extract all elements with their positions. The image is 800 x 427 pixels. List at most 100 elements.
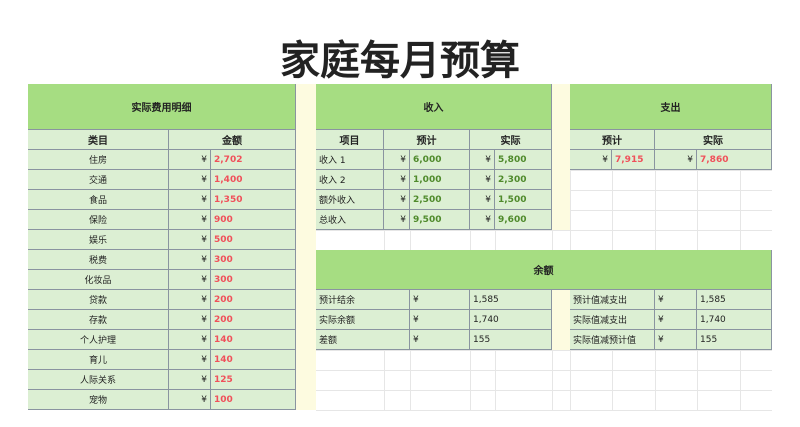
currency-cell[interactable]: ¥ (410, 330, 470, 350)
category-cell[interactable]: 保险 (28, 210, 169, 230)
category-cell[interactable]: 税费 (28, 250, 169, 270)
balance-label-cell[interactable]: 实际值减支出 (570, 310, 655, 330)
expense-estimated-cell[interactable]: 7,915 (612, 150, 655, 170)
currency-cell[interactable]: ¥ (169, 350, 211, 370)
amount-cell[interactable]: 500 (211, 230, 296, 250)
currency-cell[interactable]: ¥ (169, 230, 211, 250)
amount-cell[interactable]: 1,400 (211, 170, 296, 190)
amount-cell[interactable]: 200 (211, 290, 296, 310)
category-cell[interactable]: 宠物 (28, 390, 169, 410)
category-cell[interactable]: 化妆品 (28, 270, 169, 290)
currency-cell[interactable]: ¥ (169, 270, 211, 290)
balance-label-cell[interactable]: 预计值减支出 (570, 290, 655, 310)
balance-value-cell[interactable]: 1,740 (697, 310, 772, 330)
amount-cell[interactable]: 900 (211, 210, 296, 230)
currency-cell[interactable]: ¥ (655, 330, 697, 350)
balance-value-cell[interactable]: 1,740 (470, 310, 552, 330)
currency-cell[interactable]: ¥ (470, 210, 495, 230)
col-header-amount[interactable]: 金额 (169, 130, 296, 150)
amount-cell[interactable]: 2,702 (211, 150, 296, 170)
gridline (316, 230, 772, 231)
income-actual-cell[interactable]: 1,500 (495, 190, 552, 210)
balance-value-cell[interactable]: 1,585 (697, 290, 772, 310)
category-cell[interactable]: 育儿 (28, 350, 169, 370)
spacer-column (552, 290, 570, 350)
amount-cell[interactable]: 300 (211, 270, 296, 290)
income-estimated-cell[interactable]: 6,000 (410, 150, 470, 170)
income-estimated-cell[interactable]: 1,000 (410, 170, 470, 190)
currency-cell[interactable]: ¥ (384, 170, 410, 190)
income-actual-cell[interactable]: 9,600 (495, 210, 552, 230)
col-header-actual[interactable]: 实际 (470, 130, 552, 150)
category-cell[interactable]: 娱乐 (28, 230, 169, 250)
balance-value-cell[interactable]: 1,585 (470, 290, 552, 310)
expense-header[interactable]: 支出 (570, 84, 772, 130)
category-cell[interactable]: 存款 (28, 310, 169, 330)
currency-cell[interactable]: ¥ (655, 150, 697, 170)
category-cell[interactable]: 食品 (28, 190, 169, 210)
currency-cell[interactable]: ¥ (169, 250, 211, 270)
currency-cell[interactable]: ¥ (655, 310, 697, 330)
spacer-column (296, 84, 316, 410)
currency-cell[interactable]: ¥ (655, 290, 697, 310)
currency-cell[interactable]: ¥ (169, 170, 211, 190)
category-cell[interactable]: 住房 (28, 150, 169, 170)
amount-cell[interactable]: 100 (211, 390, 296, 410)
currency-cell[interactable]: ¥ (470, 190, 495, 210)
income-estimated-cell[interactable]: 2,500 (410, 190, 470, 210)
gridline (316, 350, 772, 351)
currency-cell[interactable]: ¥ (169, 310, 211, 330)
gridline (316, 390, 772, 391)
currency-cell[interactable]: ¥ (470, 170, 495, 190)
balance-label-cell[interactable]: 差额 (316, 330, 410, 350)
currency-cell[interactable]: ¥ (169, 190, 211, 210)
currency-cell[interactable]: ¥ (470, 150, 495, 170)
income-header[interactable]: 收入 (316, 84, 552, 130)
col-header-estimated[interactable]: 预计 (570, 130, 655, 150)
amount-cell[interactable]: 140 (211, 330, 296, 350)
currency-cell[interactable]: ¥ (570, 150, 612, 170)
amount-cell[interactable]: 1,350 (211, 190, 296, 210)
currency-cell[interactable]: ¥ (169, 390, 211, 410)
income-actual-cell[interactable]: 2,300 (495, 170, 552, 190)
page-title: 家庭每月预算 (280, 38, 520, 84)
currency-cell[interactable]: ¥ (169, 150, 211, 170)
currency-cell[interactable]: ¥ (384, 210, 410, 230)
currency-cell[interactable]: ¥ (410, 290, 470, 310)
col-header-actual[interactable]: 实际 (655, 130, 772, 150)
balance-label-cell[interactable]: 实际余额 (316, 310, 410, 330)
amount-cell[interactable]: 140 (211, 350, 296, 370)
col-header-item[interactable]: 项目 (316, 130, 384, 150)
spacer-column (552, 84, 570, 230)
gridline (316, 410, 772, 411)
expenses-detail-header[interactable]: 实际费用明细 (28, 84, 296, 130)
currency-cell[interactable]: ¥ (169, 210, 211, 230)
income-actual-cell[interactable]: 5,800 (495, 150, 552, 170)
col-header-estimated[interactable]: 预计 (384, 130, 470, 150)
currency-cell[interactable]: ¥ (169, 290, 211, 310)
balance-value-cell[interactable]: 155 (697, 330, 772, 350)
currency-cell[interactable]: ¥ (410, 310, 470, 330)
category-cell[interactable]: 人际关系 (28, 370, 169, 390)
income-item-cell[interactable]: 额外收入 (316, 190, 384, 210)
income-estimated-cell[interactable]: 9,500 (410, 210, 470, 230)
amount-cell[interactable]: 300 (211, 250, 296, 270)
balance-label-cell[interactable]: 预计结余 (316, 290, 410, 310)
income-item-cell[interactable]: 总收入 (316, 210, 384, 230)
currency-cell[interactable]: ¥ (169, 370, 211, 390)
income-item-cell[interactable]: 收入 1 (316, 150, 384, 170)
currency-cell[interactable]: ¥ (384, 150, 410, 170)
balance-header[interactable]: 余额 (316, 250, 772, 290)
balance-label-cell[interactable]: 实际值减预计值 (570, 330, 655, 350)
amount-cell[interactable]: 200 (211, 310, 296, 330)
income-item-cell[interactable]: 收入 2 (316, 170, 384, 190)
category-cell[interactable]: 个人护理 (28, 330, 169, 350)
balance-value-cell[interactable]: 155 (470, 330, 552, 350)
currency-cell[interactable]: ¥ (169, 330, 211, 350)
amount-cell[interactable]: 125 (211, 370, 296, 390)
col-header-category[interactable]: 类目 (28, 130, 169, 150)
category-cell[interactable]: 交通 (28, 170, 169, 190)
currency-cell[interactable]: ¥ (384, 190, 410, 210)
expense-actual-cell[interactable]: 7,860 (697, 150, 772, 170)
category-cell[interactable]: 贷款 (28, 290, 169, 310)
